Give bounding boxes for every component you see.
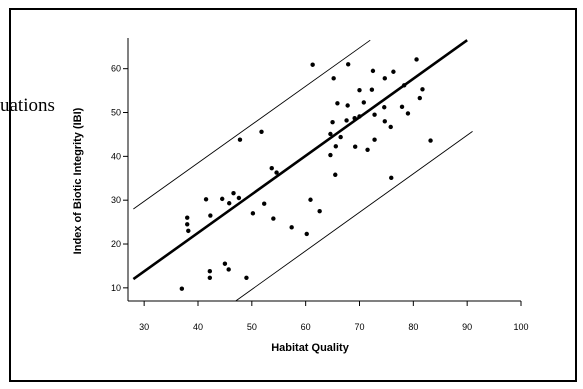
data-point bbox=[352, 144, 358, 149]
lower-prediction-line bbox=[235, 130, 473, 302]
upper-prediction-line bbox=[133, 39, 371, 210]
data-point bbox=[220, 196, 225, 202]
x-axis-title: Habitat Quality bbox=[271, 342, 350, 354]
y-tick-label: 50 bbox=[111, 108, 121, 118]
data-point bbox=[405, 111, 411, 116]
data-point bbox=[414, 57, 419, 62]
data-point bbox=[335, 101, 340, 106]
data-point bbox=[344, 118, 349, 123]
data-point bbox=[391, 69, 396, 74]
data-point bbox=[382, 119, 387, 124]
data-point bbox=[370, 68, 376, 74]
data-point bbox=[369, 87, 375, 92]
y-tick-label: 40 bbox=[111, 151, 121, 161]
data-point bbox=[417, 95, 422, 101]
data-point bbox=[185, 222, 190, 227]
data-point bbox=[401, 83, 407, 88]
data-point bbox=[338, 134, 343, 140]
cropped-caption-text: uations bbox=[0, 95, 55, 116]
data-point bbox=[179, 286, 185, 291]
data-points bbox=[179, 57, 433, 291]
data-point bbox=[328, 152, 333, 158]
data-point bbox=[345, 103, 350, 108]
data-point bbox=[222, 261, 228, 266]
x-tick-label: 80 bbox=[408, 322, 418, 332]
data-point bbox=[333, 144, 339, 149]
data-point bbox=[382, 76, 387, 81]
data-point bbox=[328, 131, 333, 137]
data-point bbox=[236, 195, 242, 201]
x-tick-label: 30 bbox=[139, 322, 149, 332]
data-point bbox=[262, 201, 267, 206]
y-tick-label: 20 bbox=[111, 239, 121, 249]
data-point bbox=[382, 105, 387, 110]
data-point bbox=[428, 138, 433, 143]
fit-lines bbox=[132, 39, 473, 302]
data-point bbox=[289, 225, 294, 230]
data-point bbox=[361, 100, 366, 105]
data-point bbox=[237, 137, 243, 142]
data-point bbox=[365, 147, 370, 152]
data-point bbox=[259, 129, 264, 135]
data-point bbox=[389, 175, 394, 181]
axes: 30 40 50 60 70 80 90 100 10 20 30 40 50 60 bbox=[111, 38, 529, 332]
figure-frame bbox=[9, 8, 577, 382]
data-point bbox=[372, 112, 377, 117]
data-point bbox=[399, 104, 405, 110]
data-point bbox=[357, 87, 362, 93]
data-point bbox=[203, 197, 209, 202]
data-point bbox=[420, 87, 425, 92]
y-tick-label: 60 bbox=[111, 64, 121, 74]
data-point bbox=[207, 268, 213, 274]
x-tick-label: 40 bbox=[193, 322, 203, 332]
data-point bbox=[333, 172, 338, 177]
data-point bbox=[269, 165, 274, 171]
x-tick-label: 60 bbox=[301, 322, 311, 332]
data-point bbox=[372, 137, 377, 142]
data-point bbox=[274, 170, 279, 175]
x-tick-label: 90 bbox=[462, 322, 472, 332]
data-point bbox=[208, 213, 213, 218]
x-tick-label: 50 bbox=[247, 322, 257, 332]
data-point bbox=[352, 116, 357, 121]
data-point bbox=[186, 228, 191, 234]
data-point bbox=[185, 215, 190, 220]
data-point bbox=[244, 275, 249, 280]
data-point bbox=[231, 190, 236, 196]
data-point bbox=[330, 119, 335, 125]
data-point bbox=[357, 114, 362, 119]
regression-line bbox=[132, 39, 468, 281]
data-point bbox=[250, 211, 256, 216]
data-point bbox=[345, 62, 351, 67]
y-tick-label: 10 bbox=[111, 283, 121, 293]
x-tick-label: 100 bbox=[513, 322, 528, 332]
y-tick-label: 30 bbox=[111, 195, 121, 205]
data-point bbox=[310, 62, 315, 67]
data-point bbox=[207, 275, 213, 280]
data-point bbox=[388, 124, 393, 130]
data-point bbox=[226, 267, 231, 272]
data-point bbox=[331, 76, 336, 81]
data-point bbox=[304, 231, 309, 237]
data-point bbox=[271, 216, 276, 221]
x-tick-label: 70 bbox=[354, 322, 364, 332]
y-axis-title: Index of Biotic Integrity (IBI) bbox=[72, 107, 84, 254]
data-point bbox=[317, 208, 322, 214]
data-point bbox=[308, 197, 313, 202]
data-point bbox=[227, 201, 232, 206]
